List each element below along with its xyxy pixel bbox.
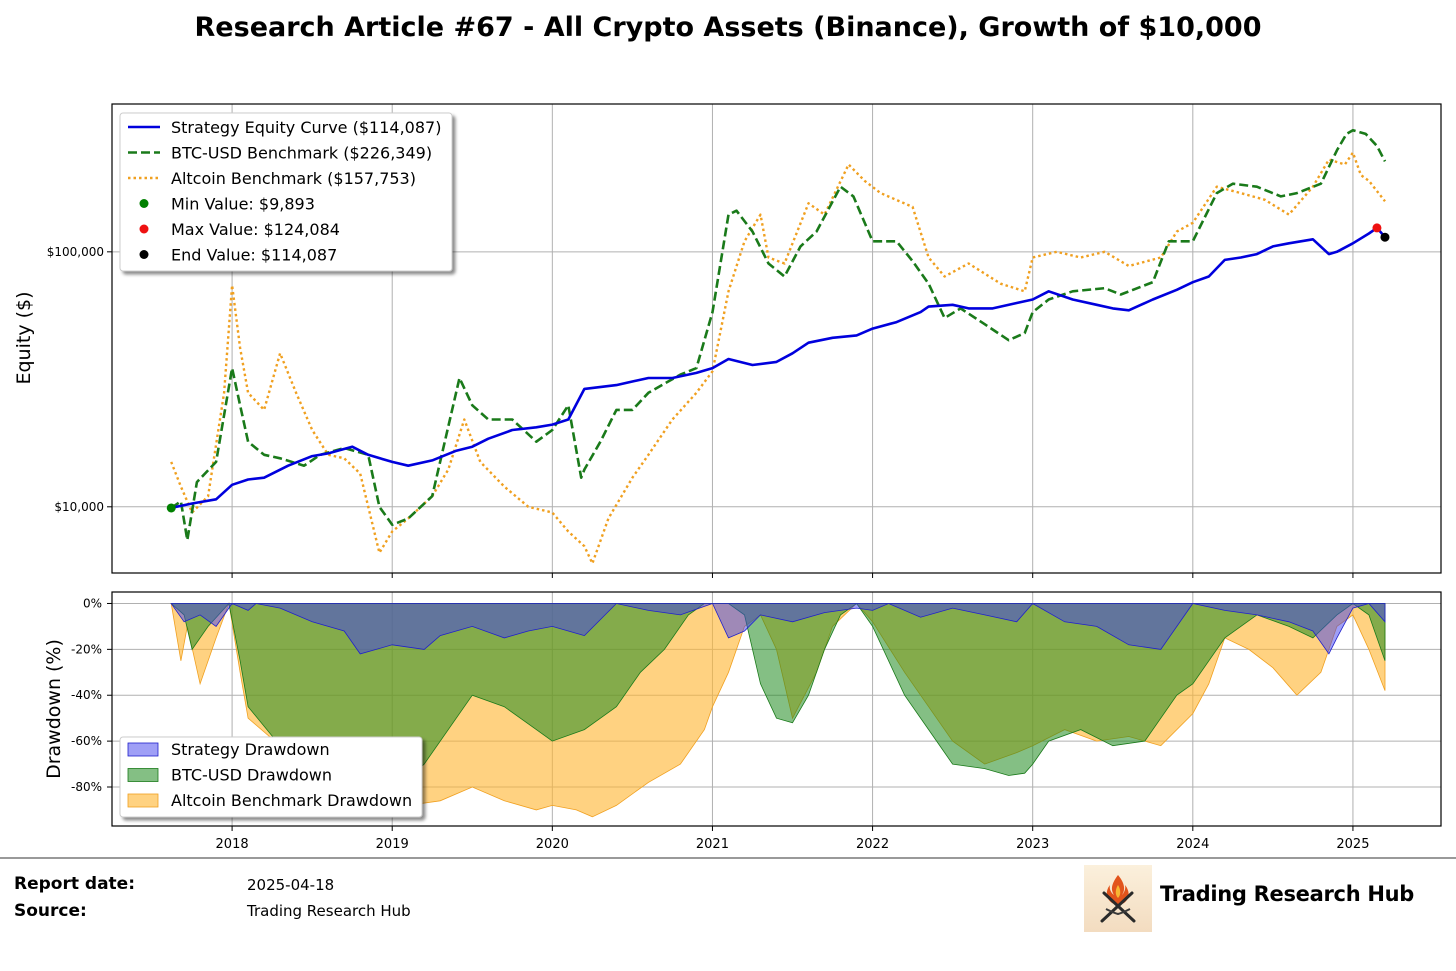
equity-y-tick-label: $100,000 [47,245,104,259]
report-date-label: Report date: [14,874,135,894]
brand-name: Trading Research Hub [1160,882,1415,906]
x-tick-label: 2018 [216,837,249,852]
drawdown-y-tick-label: -60% [71,734,102,748]
equity-legend-marker [139,250,149,259]
min-value-marker [166,503,176,513]
x-tick-label: 2022 [856,837,889,852]
equity-legend-box [119,112,453,272]
equity-legend-marker [139,224,149,234]
drawdown-y-tick-label: -40% [71,688,102,702]
x-tick-label: 2020 [536,837,569,852]
x-tick-label: 2021 [696,837,729,852]
drawdown-legend-box [119,736,423,818]
strategy-equity-line [170,226,1386,510]
equity-legend-label: Min Value: $9,893 [171,195,315,214]
drawdown-y-tick-label: -20% [71,642,102,656]
page-title: Research Article #67 - All Crypto Assets… [194,12,1262,43]
x-tick-label: 2023 [1016,837,1049,852]
source-label: Source: [14,901,87,921]
end-value-marker [1380,232,1390,242]
equity-legend-label: Max Value: $124,084 [171,220,340,239]
equity-ylabel: Equity ($) [13,291,35,384]
x-tick-label: 2025 [1336,837,1369,852]
equity-y-tick-label: $10,000 [54,500,104,514]
flame-quill-logo-icon [1084,865,1152,932]
drawdown-legend: Strategy Drawdown BTC-USD Drawdown Altcoin… [119,736,423,818]
drawdown-y-tick-label: 0% [83,596,102,610]
drawdown-legend-swatch [127,742,159,757]
drawdown-y-tick-label: -80% [71,780,102,794]
drawdown-legend-label: Strategy Drawdown [171,740,330,759]
equity-legend: Strategy Equity Curve ($114,087) BTC-USD … [119,112,453,272]
altcoin-benchmark-line [170,151,1386,565]
equity-legend-marker [139,199,149,208]
equity-plot-frame [111,103,1442,574]
drawdown-legend-swatch [127,768,159,782]
equity-legend-label: Altcoin Benchmark ($157,753) [171,169,416,188]
max-value-marker [1372,223,1382,233]
equity-legend-label: End Value: $114,087 [171,246,337,265]
source-value: Trading Research Hub [247,902,411,920]
drawdown-legend-label: BTC-USD Drawdown [171,766,332,785]
chart-canvas: $10,000 $100,000 Equity ($) Strategy Equi… [13,103,1442,852]
x-tick-label: 2024 [1176,837,1209,852]
drawdown-legend-label: Altcoin Benchmark Drawdown [171,791,412,810]
equity-legend-label: BTC-USD Benchmark ($226,349) [171,144,432,163]
drawdown-legend-swatch [127,793,159,808]
footer-divider [0,857,1456,859]
drawdown-ylabel: Drawdown (%) [43,639,65,779]
drawdown-plot-frame [111,591,1442,827]
x-tick-label: 2019 [376,837,409,852]
equity-legend-label: Strategy Equity Curve ($114,087) [171,118,441,137]
strategy-drawdown-area [170,602,1386,655]
report-date-value: 2025-04-18 [247,876,335,894]
